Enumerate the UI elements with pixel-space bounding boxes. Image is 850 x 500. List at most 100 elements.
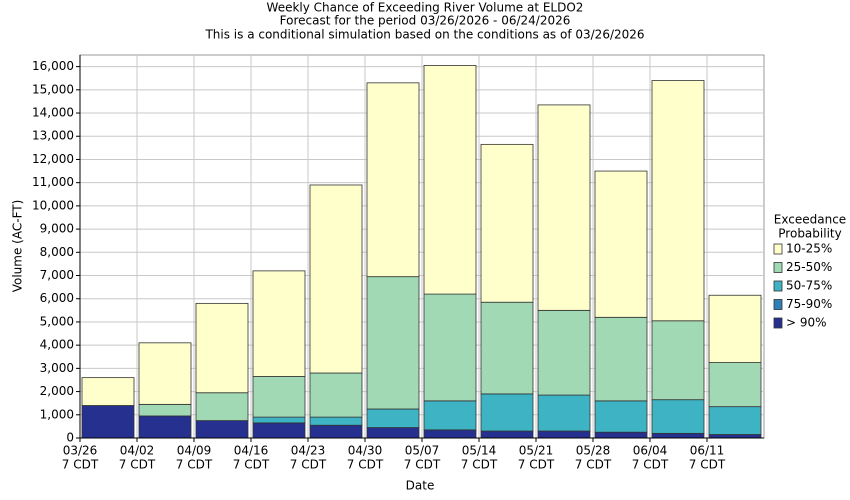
x-tick-sublabel: 7 CDT [461,458,498,472]
y-tick-label: 10,000 [32,198,74,212]
x-tick-label: 05/07 [405,444,440,458]
bar-segment [708,406,762,435]
legend-label: 75-90% [786,297,832,311]
x-tick-label: 05/28 [576,444,611,458]
bar-segment [366,82,420,278]
bar-segment [423,65,477,295]
bar-segment [537,309,591,396]
bar-segment [480,301,534,395]
legend-title: Exceedance [774,213,846,227]
bar-segment [252,422,306,439]
chart-subtitle: Forecast for the period 03/26/2026 - 06/… [280,14,571,28]
x-tick-label: 03/26 [63,444,98,458]
x-tick-label: 04/30 [348,444,383,458]
bar-segment [366,276,420,410]
chart-subtitle: This is a conditional simulation based o… [204,28,644,42]
x-tick-sublabel: 7 CDT [518,458,555,472]
bar-segment [252,376,306,418]
bar-segment [81,405,135,439]
legend-label: 50-75% [786,279,832,293]
legend-swatch [773,262,783,273]
y-tick-label: 12,000 [32,152,74,166]
bar-segment [252,270,306,377]
bar-segment [138,403,192,417]
bar-segment [594,400,648,433]
legend-swatch [773,299,783,310]
bar-segment [708,434,762,439]
bar-segment [594,431,648,439]
bar-segment [708,294,762,363]
bar-segment [537,104,591,311]
y-tick-label: 8,000 [40,245,74,259]
bar-segment [480,393,534,432]
x-tick-sublabel: 7 CDT [290,458,327,472]
x-tick-label: 04/23 [291,444,326,458]
bar-segment [651,432,705,439]
y-tick-label: 9,000 [40,222,74,236]
legend-label: 10-25% [786,242,832,256]
bar-segment [423,429,477,439]
x-tick-sublabel: 7 CDT [347,458,384,472]
y-tick-label: 0 [66,431,74,445]
bar-segment [480,143,534,303]
x-tick-label: 06/11 [690,444,725,458]
bar-segment [81,377,135,406]
x-tick-sublabel: 7 CDT [632,458,669,472]
bar-segment [309,372,363,418]
y-tick-label: 7,000 [40,268,74,282]
bar-segment [651,320,705,401]
y-tick-label: 5,000 [40,314,74,328]
x-tick-sublabel: 7 CDT [575,458,612,472]
bar-segment [252,416,306,424]
x-tick-sublabel: 7 CDT [62,458,99,472]
y-tick-label: 16,000 [32,59,74,73]
legend-title: Probability [778,227,841,241]
legend-label: 25-50% [786,260,832,274]
bar-segment [651,399,705,434]
y-tick-label: 3,000 [40,361,74,375]
legend-label: > 90% [786,316,827,330]
y-tick-label: 15,000 [32,82,74,96]
bar-segment [423,293,477,402]
bar-segment [594,316,648,402]
bar-segment [537,430,591,439]
bar-segment [366,427,420,439]
bar-segment [195,420,249,439]
x-tick-label: 04/09 [177,444,212,458]
bar-segment [138,415,192,439]
bar-segment [423,400,477,431]
y-tick-label: 6,000 [40,291,74,305]
x-axis-label: Date [406,479,435,493]
chart-title: Weekly Chance of Exceeding River Volume … [267,1,584,15]
bar-segment [366,408,420,428]
x-tick-label: 05/21 [519,444,554,458]
y-tick-label: 4,000 [40,338,74,352]
y-tick-label: 1,000 [40,407,74,421]
bar-segment [480,430,534,439]
x-tick-label: 04/02 [120,444,155,458]
x-tick-label: 05/14 [462,444,497,458]
x-tick-sublabel: 7 CDT [233,458,270,472]
x-tick-sublabel: 7 CDT [689,458,726,472]
bar-segment [537,394,591,432]
y-tick-label: 11,000 [32,175,74,189]
bar-segment [594,170,648,318]
x-tick-sublabel: 7 CDT [119,458,156,472]
bar-segment [309,184,363,374]
bar-segment [195,302,249,394]
x-tick-label: 06/04 [633,444,668,458]
legend-swatch [773,317,783,329]
y-axis-label: Volume (AC-FT) [11,200,25,293]
y-tick-label: 14,000 [32,106,74,120]
bar-segment [651,80,705,322]
y-tick-label: 2,000 [40,384,74,398]
bar-segment [309,424,363,439]
x-tick-sublabel: 7 CDT [404,458,441,472]
x-tick-label: 04/16 [234,444,269,458]
legend-swatch [773,243,783,255]
legend-swatch [773,280,783,292]
x-tick-sublabel: 7 CDT [176,458,213,472]
bar-segment [309,416,363,426]
bar-segment [708,362,762,408]
